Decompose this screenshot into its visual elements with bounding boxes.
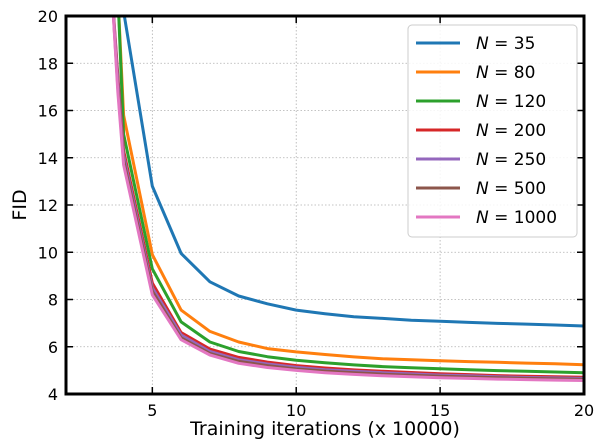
series-line-n-120	[117, 16, 584, 375]
y-tick-label: 4	[48, 385, 58, 404]
legend-value-n-80: = 80	[489, 63, 536, 83]
y-tick-label: 20	[38, 7, 58, 26]
legend-value-n-35: = 35	[489, 34, 536, 54]
legend-label-n-250: N = 250	[476, 150, 546, 170]
legend-label-n-120: N = 120	[476, 92, 546, 112]
series-line-n-35	[122, 16, 584, 328]
series-lines	[111, 16, 584, 382]
y-tick-label: 16	[38, 102, 58, 121]
series-line-n-1000	[111, 16, 584, 382]
x-tick-label: 10	[286, 401, 306, 420]
legend: N = 35 N = 80 N = 120 N = 200 N = 250 N = 500…	[407, 24, 578, 238]
series-line-n-80	[117, 16, 584, 367]
y-tick-label: 14	[38, 149, 58, 168]
x-tick-label: 15	[430, 401, 450, 420]
legend-label-n-80: N = 80	[476, 63, 535, 83]
y-tick-label: 12	[38, 196, 58, 215]
x-axis-label: Training iterations (x 10000)	[189, 418, 460, 440]
legend-label-n-200: N = 200	[476, 121, 546, 141]
legend-value-n-1000: = 1000	[489, 208, 557, 228]
legend-value-n-120: = 120	[489, 92, 547, 112]
legend-label-n-35: N = 35	[476, 34, 535, 54]
x-tick-label: 20	[574, 401, 594, 420]
legend-label-n-1000: N = 1000	[476, 208, 557, 228]
legend-box	[407, 24, 578, 238]
y-tick-label: 10	[38, 243, 58, 262]
axis-ticks: 5 10 15 20 4 6 8 10 12 14 16 18 20	[38, 7, 595, 420]
y-tick-label: 18	[38, 54, 58, 73]
legend-value-n-250: = 250	[489, 150, 547, 170]
y-tick-label: 8	[48, 291, 58, 310]
y-tick-label: 6	[48, 338, 58, 357]
y-axis-label: FID	[9, 189, 31, 220]
x-tick-label: 5	[147, 401, 157, 420]
legend-value-n-200: = 200	[489, 121, 547, 141]
legend-label-n-500: N = 500	[476, 179, 546, 199]
legend-value-n-500: = 500	[489, 179, 547, 199]
